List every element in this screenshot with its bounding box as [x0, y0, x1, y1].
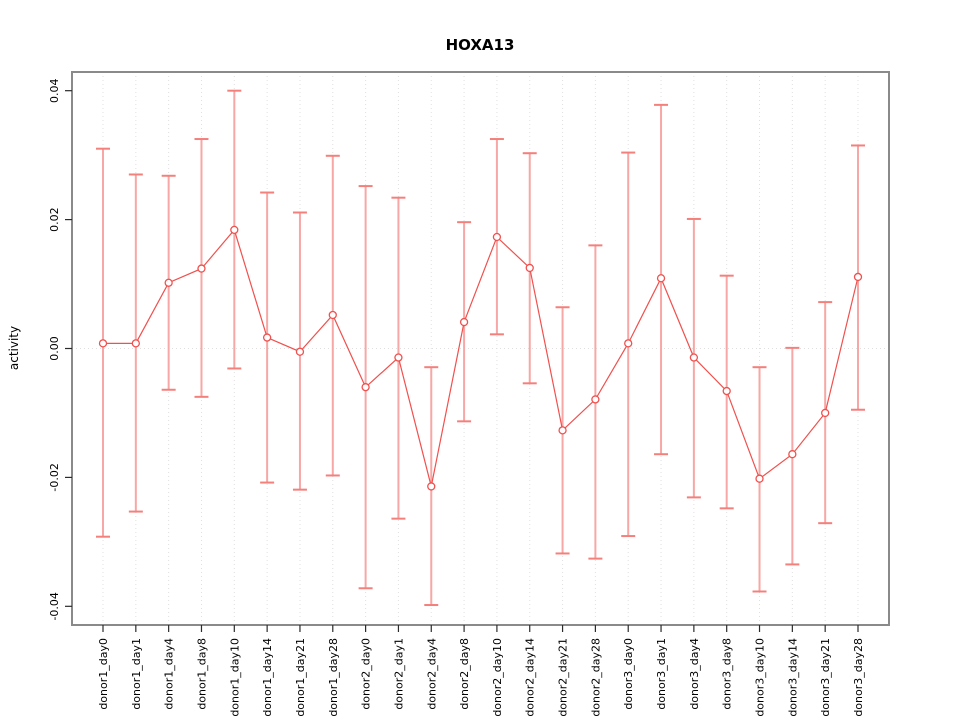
data-point — [328, 310, 337, 320]
x-tick-label: donor3_day0 — [622, 638, 635, 710]
x-tick-label: donor2_day1 — [392, 638, 405, 710]
data-point — [788, 450, 797, 459]
x-tick-label: donor2_day28 — [589, 638, 602, 717]
data-point — [689, 353, 699, 362]
x-tick-label: donor3_day8 — [721, 638, 734, 710]
chart-title: HOXA13 — [445, 36, 515, 54]
x-tick-label: donor1_day1 — [130, 638, 143, 710]
data-point — [295, 347, 305, 356]
data-point — [361, 383, 370, 392]
x-tick-label: donor2_day21 — [557, 638, 570, 717]
data-point — [262, 333, 272, 342]
data-point — [394, 353, 403, 362]
data-point — [230, 225, 239, 235]
x-tick-label: donor1_day28 — [327, 638, 340, 717]
x-tick-label: donor3_day10 — [754, 638, 767, 717]
y-tick-label: 0.02 — [48, 207, 61, 232]
data-point — [98, 339, 108, 348]
x-tick-label: donor3_day14 — [786, 638, 799, 717]
y-tick-label: -0.02 — [48, 463, 61, 491]
data-point — [656, 274, 666, 283]
data-point — [821, 408, 830, 418]
data-point — [525, 263, 534, 273]
x-tick-label: donor2_day14 — [524, 638, 537, 717]
data-point — [853, 272, 863, 282]
data-point — [459, 317, 469, 327]
x-tick-label: donor3_day21 — [819, 638, 832, 717]
x-tick-label: donor1_day21 — [294, 638, 307, 717]
x-tick-label: donor1_day0 — [97, 638, 110, 710]
x-tick-label: donor1_day8 — [195, 638, 208, 710]
data-point — [558, 426, 567, 435]
x-tick-label: donor2_day4 — [425, 638, 438, 710]
x-tick-label: donor3_day4 — [688, 638, 701, 710]
x-tick-label: donor2_day0 — [360, 638, 373, 710]
data-point — [427, 482, 436, 491]
data-point — [591, 395, 600, 404]
x-tick-label: donor2_day10 — [491, 638, 504, 717]
x-tick-label: donor3_day28 — [852, 638, 865, 717]
data-point — [197, 264, 206, 273]
y-axis-label: activity — [7, 325, 21, 371]
y-tick-label: 0.04 — [48, 78, 61, 103]
x-tick-label: donor2_day8 — [458, 638, 471, 710]
data-point — [722, 386, 731, 396]
x-tick-label: donor3_day1 — [655, 638, 668, 710]
data-point — [755, 474, 764, 483]
data-point — [624, 339, 633, 348]
series-line — [103, 228, 859, 487]
y-tick-label: -0.04 — [48, 592, 61, 620]
x-tick-label: donor1_day4 — [163, 638, 176, 710]
x-tick-label: donor1_day10 — [228, 638, 241, 717]
y-tick-label: 0.00 — [48, 336, 61, 361]
x-tick-label: donor1_day14 — [261, 638, 274, 717]
data-point — [164, 278, 173, 287]
data-point — [131, 339, 140, 348]
data-point — [492, 232, 502, 242]
